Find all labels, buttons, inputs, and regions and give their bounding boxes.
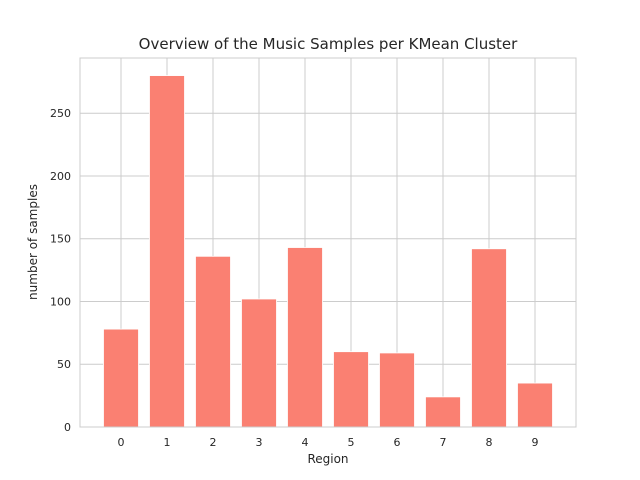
x-tick-label: 0 [118,436,125,449]
x-tick-label: 8 [486,436,493,449]
x-tick-label: 5 [348,436,355,449]
bar-region-8 [471,248,507,428]
y-tick-label: 50 [57,358,71,371]
bar-region-6 [379,352,415,428]
bar-region-3 [241,298,277,428]
x-axis-label: Region [307,452,348,466]
tick-layer: 0 50 100 150 200 250 0 1 2 3 4 5 6 7 8 9 [50,107,539,449]
y-tick-label: 100 [50,295,71,308]
chart-title: Overview of the Music Samples per KMean … [139,35,519,53]
y-tick-label: 0 [64,421,71,434]
x-tick-label: 9 [532,436,539,449]
x-tick-label: 2 [210,436,217,449]
y-axis-label: number of samples [26,184,40,300]
y-tick-label: 250 [50,107,71,120]
y-tick-label: 200 [50,170,71,183]
y-tick-label: 150 [50,233,71,246]
bar-region-9 [517,382,553,428]
bar-region-2 [195,255,231,428]
bar-region-7 [425,396,461,428]
bar-region-1 [149,75,185,428]
bar-layer [103,75,553,428]
bar-region-5 [333,351,369,428]
bar-region-0 [103,328,139,428]
x-tick-label: 3 [256,436,263,449]
x-tick-label: 1 [164,436,171,449]
x-tick-label: 4 [302,436,309,449]
x-tick-label: 7 [440,436,447,449]
plot-frame [79,57,577,428]
bar-region-4 [287,247,323,428]
x-tick-label: 6 [394,436,401,449]
